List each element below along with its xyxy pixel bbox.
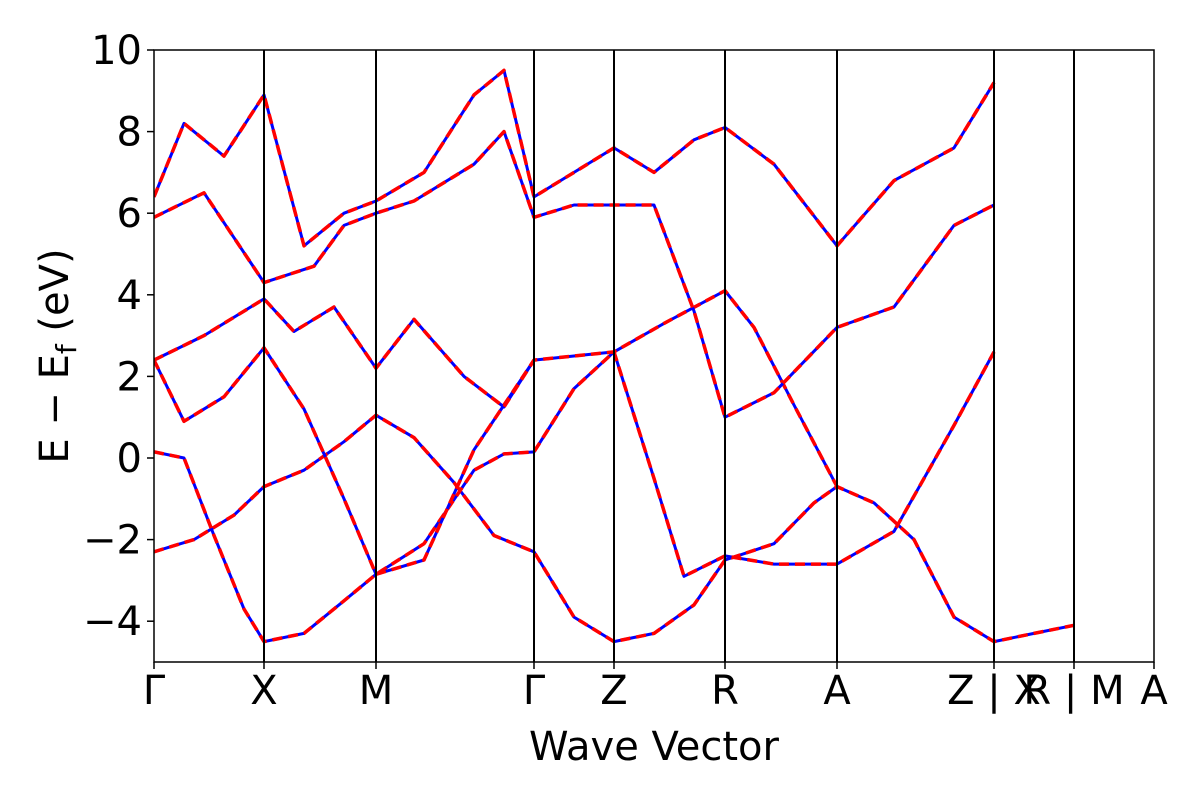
high-symmetry-lines <box>263 50 1075 662</box>
y-tick-label-4: 4 <box>117 273 142 319</box>
x-tick-label-1: X <box>250 668 277 714</box>
plot-frame <box>153 49 1155 663</box>
y-tick-label-2: 0 <box>117 436 142 482</box>
x-tick-label-4: Z <box>600 668 627 714</box>
y-tick-label-1: −2 <box>83 518 142 564</box>
x-tick-label-6: A <box>823 668 851 714</box>
band-1-reference <box>154 350 996 644</box>
x-tick-label-7: Z | X <box>947 668 1041 714</box>
x-tick-label-0: Γ <box>143 668 166 714</box>
y-tick-label-6: 8 <box>117 110 142 156</box>
band-5-fit <box>154 68 996 248</box>
y-tick-label-3: 2 <box>117 354 142 400</box>
band-3-reference <box>154 297 536 409</box>
x-tick-label-9: A <box>1140 668 1168 714</box>
y-tick-label-0: −4 <box>83 599 142 645</box>
y-axis-title-unit: (eV) <box>32 248 78 344</box>
y-axis-title: E − Ef (eV) <box>32 248 83 463</box>
band-5-reference <box>154 68 996 248</box>
band-2-reference <box>154 289 839 576</box>
band-1-fit <box>154 350 996 644</box>
x-axis-ticks: Γ X M Γ Z R A Z | XR | M A <box>143 662 1168 714</box>
x-axis-title: Wave Vector <box>529 724 780 770</box>
x-tick-label-2: M <box>359 668 394 714</box>
y-tick-label-7: 10 <box>91 28 142 74</box>
y-axis-title-sub: f <box>50 343 83 354</box>
band-3-fit <box>154 297 536 409</box>
x-tick-label-5: R <box>711 668 739 714</box>
x-tick-label-3: Γ <box>523 668 546 714</box>
band-2-fit <box>154 288 839 577</box>
y-tick-label-5: 6 <box>117 191 142 237</box>
y-axis-title-main: E − E <box>32 354 78 464</box>
y-axis-ticks: −4 −2 0 2 4 6 8 10 <box>83 28 154 645</box>
x-tick-label-8: R | M <box>1023 668 1124 714</box>
